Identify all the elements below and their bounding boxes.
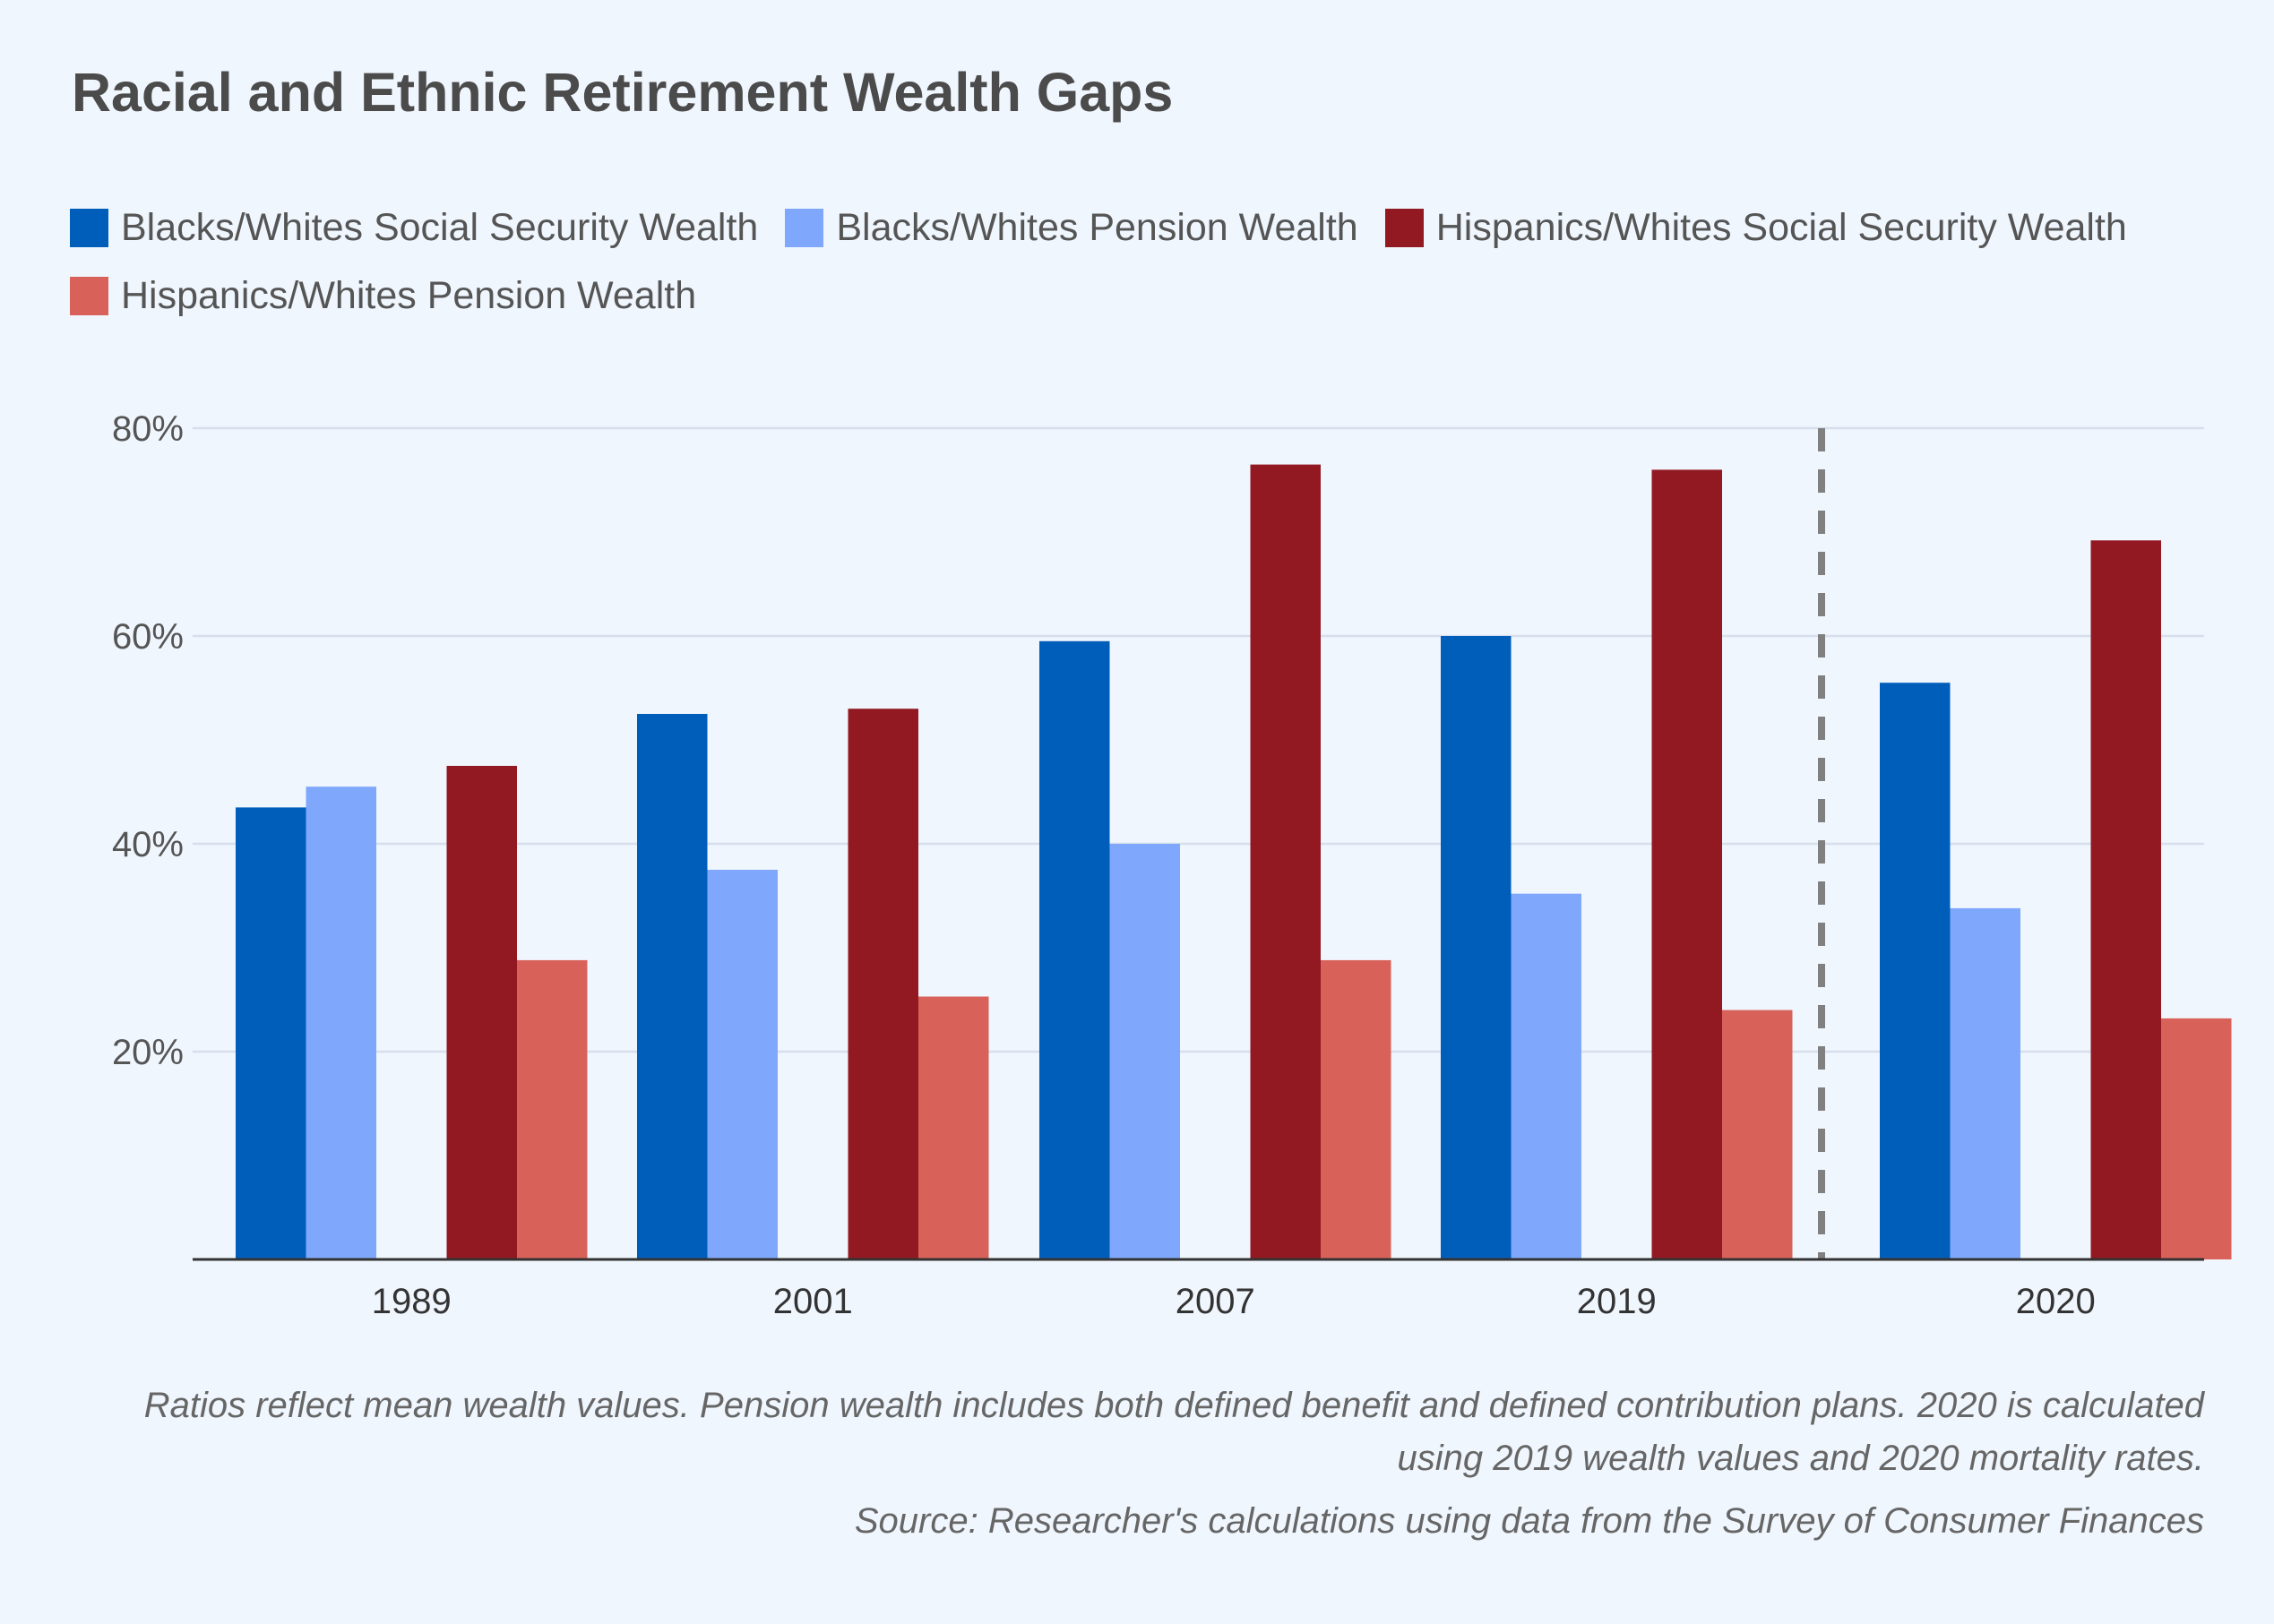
bar	[1950, 907, 2020, 1259]
x-tick-label: 2019	[1577, 1282, 1657, 1321]
bar	[1880, 683, 1951, 1259]
x-tick-label: 1989	[372, 1282, 452, 1321]
bar	[1651, 469, 1722, 1259]
chart-title: Racial and Ethnic Retirement Wealth Gaps	[72, 62, 1174, 123]
chart-legend: Blacks/Whites Social Security Wealth Bla…	[70, 206, 2220, 317]
y-tick-label: 20%	[112, 1033, 184, 1072]
y-tick-label: 80%	[112, 409, 184, 449]
legend-label-hispanics-ss: Hispanics/Whites Social Security Wealth	[1435, 205, 2127, 249]
bar	[1250, 464, 1321, 1259]
legend-item-blacks-pension: Blacks/Whites Pension Wealth	[785, 205, 1358, 249]
legend-item-hispanics-pension: Hispanics/Whites Pension Wealth	[70, 274, 696, 317]
bar	[1039, 640, 1110, 1259]
x-tick-label: 2007	[1176, 1282, 1255, 1321]
legend-label-blacks-ss: Blacks/Whites Social Security Wealth	[121, 205, 759, 249]
legend-swatch-blacks-pension	[785, 208, 824, 247]
y-tick-label: 60%	[112, 617, 184, 657]
legend-swatch-hispanics-pension	[70, 276, 108, 315]
bar	[848, 709, 918, 1259]
chart-notes: Ratios reflect mean wealth values. Pensi…	[143, 1386, 2204, 1478]
bar	[446, 766, 517, 1259]
chart-source: Source: Researcher's calculations using …	[854, 1501, 2204, 1541]
legend-item-hispanics-ss: Hispanics/Whites Social Security Wealth	[1384, 205, 2127, 249]
bar	[637, 714, 708, 1259]
bar	[707, 870, 778, 1259]
legend-swatch-blacks-ss	[70, 208, 108, 247]
bar	[236, 807, 306, 1259]
bar	[1722, 1010, 1793, 1259]
legend-swatch-hispanics-ss	[1384, 208, 1424, 247]
bar	[1321, 959, 1391, 1259]
bar	[1109, 844, 1180, 1259]
bar	[306, 786, 376, 1259]
y-tick-label: 40%	[112, 825, 184, 864]
bar	[2090, 540, 2161, 1259]
bar	[517, 959, 588, 1259]
bar	[1511, 893, 1581, 1259]
bar	[1441, 636, 1512, 1259]
x-tick-label: 2001	[773, 1282, 853, 1321]
bar	[918, 996, 989, 1259]
bar	[2161, 1018, 2232, 1259]
legend-label-hispanics-pension: Hispanics/Whites Pension Wealth	[121, 273, 697, 317]
legend-label-blacks-pension: Blacks/Whites Pension Wealth	[836, 205, 1358, 249]
x-tick-label: 2020	[2016, 1282, 2096, 1321]
legend-item-blacks-ss: Blacks/Whites Social Security Wealth	[70, 206, 758, 249]
